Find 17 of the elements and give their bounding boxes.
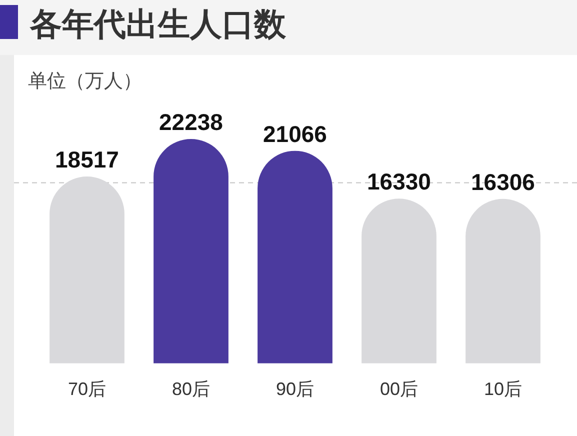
bar [258,150,332,364]
chart-title: 各年代出生人口数 [30,6,286,42]
data-label: 16306 [471,168,535,195]
bar [362,198,436,364]
x-tick-label: 80后 [172,379,210,400]
x-tick-label: 00后 [380,379,418,400]
data-label: 22238 [159,109,224,135]
x-tick-label: 10后 [484,379,522,400]
x-tick-label: 70后 [68,379,106,400]
data-label: 16330 [367,168,431,195]
x-tick-label: 90后 [276,379,314,400]
data-label: 21066 [263,120,327,147]
bar [466,198,540,364]
data-label: 18517 [55,146,119,173]
bar [154,139,228,364]
y-axis-title: 单位（万人） [28,71,142,93]
bar [50,176,124,364]
